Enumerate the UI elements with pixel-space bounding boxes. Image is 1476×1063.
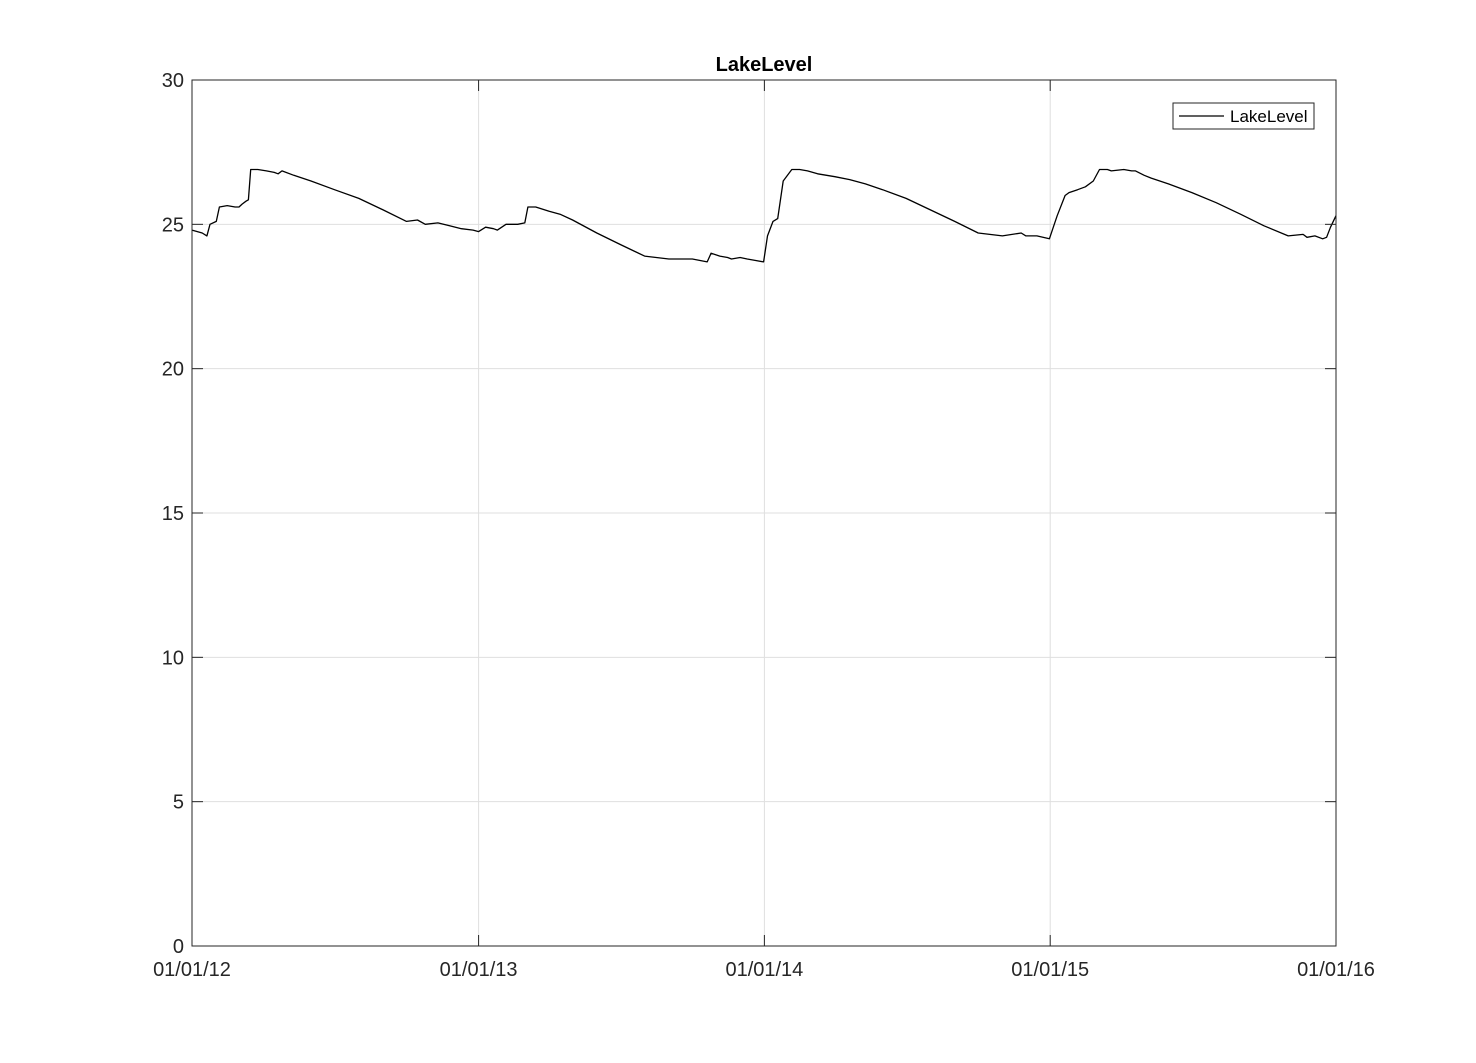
x-tick-label: 01/01/16 — [1297, 959, 1375, 981]
legend: LakeLevel — [1172, 102, 1315, 130]
x-tick-label: 01/01/12 — [153, 959, 231, 981]
x-tick-labels: 01/01/12 01/01/13 01/01/14 01/01/15 01/01/16 — [153, 959, 1375, 981]
y-tick-label: 0 — [173, 936, 184, 958]
y-tick-label: 5 — [173, 792, 184, 814]
x-tick-label: 01/01/15 — [1011, 959, 1089, 981]
y-tick-label: 20 — [162, 359, 184, 381]
series-line-lakelevel — [191, 168, 1337, 263]
y-tick-label: 10 — [162, 647, 184, 669]
y-tick-label: 15 — [162, 503, 184, 525]
tick-layer — [191, 79, 1337, 947]
x-tick-label: 01/01/13 — [440, 959, 518, 981]
y-tick-labels: 0 5 10 15 20 25 30 — [162, 70, 184, 958]
y-tick-label: 25 — [162, 214, 184, 236]
y-tick-label: 30 — [162, 70, 184, 92]
chart-title: LakeLevel — [716, 54, 813, 76]
grid-layer — [192, 80, 1336, 946]
x-tick-label: 01/01/14 — [725, 959, 803, 981]
legend-label-lakelevel: LakeLevel — [1230, 107, 1308, 126]
